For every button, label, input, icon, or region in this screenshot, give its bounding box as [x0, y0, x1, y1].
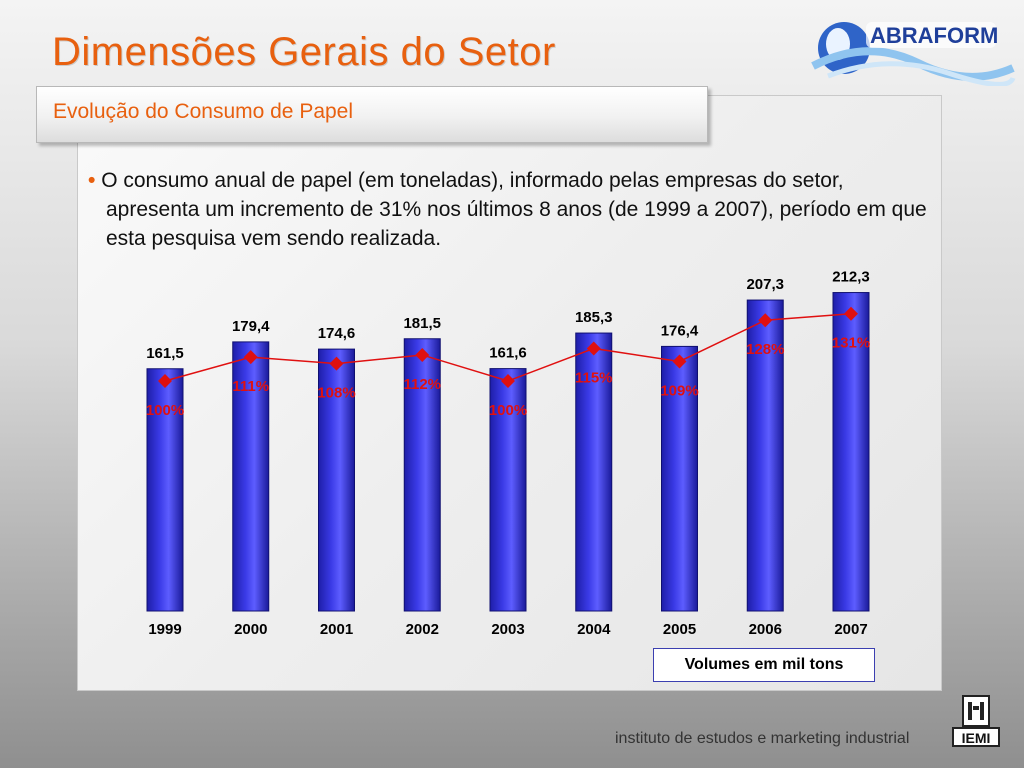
bar-2006 [746, 299, 784, 612]
percent-label-2000: 111% [232, 378, 269, 395]
percent-label-2004: 115% [575, 369, 613, 386]
category-label-2003: 2003 [491, 621, 524, 638]
percent-label-2001: 108% [317, 385, 355, 402]
value-label-2003: 161,6 [489, 345, 527, 362]
bar-2002 [403, 338, 441, 612]
bullet-icon: • [88, 169, 96, 192]
index-marker-2006 [758, 313, 773, 328]
category-label-2005: 2005 [663, 621, 696, 638]
category-label-1999: 1999 [148, 621, 181, 638]
value-label-2000: 179,4 [232, 318, 270, 335]
value-label-1999: 161,5 [146, 345, 184, 362]
bar-2005 [661, 345, 698, 612]
index-marker-2004 [586, 341, 601, 356]
subtitle: Evolução do Consumo de Papel [53, 100, 354, 123]
value-label-2004: 185,3 [575, 309, 613, 326]
category-label-2001: 2001 [320, 621, 353, 638]
value-label-2002: 181,5 [403, 315, 441, 332]
abraform-logo: ABRAFORM [811, 22, 1016, 86]
value-label-2007: 212,3 [832, 269, 870, 286]
bar-1999 [146, 368, 184, 612]
svg-text:ABRAFORM: ABRAFORM [870, 23, 998, 48]
bullet-text: O consumo anual de papel (em toneladas),… [101, 169, 927, 250]
percent-label-2006: 128% [746, 341, 784, 358]
index-marker-2002 [415, 347, 430, 362]
category-label-2004: 2004 [577, 621, 611, 638]
percent-label-2002: 112% [403, 376, 441, 393]
bar-2000 [232, 341, 270, 612]
subtitle-box: Evolução do Consumo de Papel [36, 86, 708, 143]
percent-label-2003: 100% [489, 402, 527, 419]
iemi-logo: IEMI [952, 695, 1000, 747]
percent-label-1999: 100% [146, 402, 184, 419]
svg-text:IEMI: IEMI [962, 730, 991, 746]
category-label-2002: 2002 [406, 621, 439, 638]
index-marker-2001 [329, 356, 344, 371]
bar-2003 [489, 368, 527, 612]
index-marker-2000 [243, 350, 258, 365]
bar-2007 [832, 292, 870, 612]
footer-text: instituto de estudos e marketing industr… [615, 730, 910, 747]
value-label-2006: 207,3 [746, 276, 784, 293]
value-label-2001: 174,6 [318, 325, 356, 342]
index-marker-2003 [501, 374, 515, 388]
bullet-paragraph: • O consumo anual de papel (em toneladas… [88, 166, 936, 253]
value-label-2005: 176,4 [661, 322, 699, 339]
volume-note: Volumes em mil tons [653, 648, 875, 682]
index-marker-2005 [672, 354, 687, 369]
percent-label-2007: 131% [832, 335, 870, 352]
category-label-2007: 2007 [834, 621, 867, 638]
index-marker-1999 [158, 374, 172, 388]
category-label-2000: 2000 [234, 621, 267, 638]
slide-title: Dimensões Gerais do Setor [52, 30, 556, 74]
category-label-2006: 2006 [749, 621, 782, 638]
index-marker-2007 [844, 306, 858, 321]
bar-2001 [318, 348, 355, 612]
bar-2004 [575, 332, 613, 612]
percent-label-2005: 109% [660, 382, 698, 399]
